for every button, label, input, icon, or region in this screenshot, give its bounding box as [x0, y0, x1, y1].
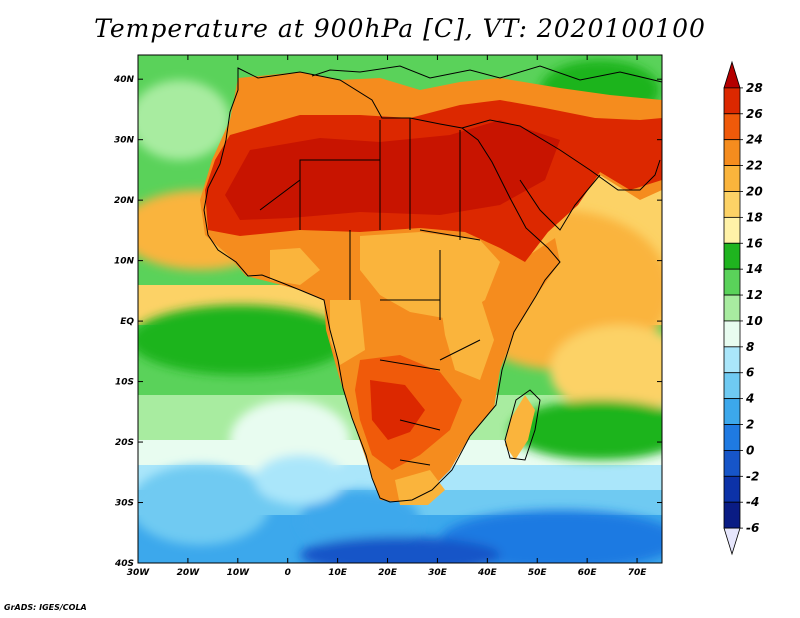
colorbar-segment — [723, 424, 741, 451]
colorbar-label: 0 — [746, 443, 754, 457]
colorbar-label: 14 — [746, 262, 763, 276]
colorbar-label: -4 — [746, 495, 759, 509]
lon-label: 70E — [628, 568, 648, 578]
colorbar-segment — [723, 450, 741, 477]
colorbar-segment — [723, 398, 741, 425]
colorbar-segment — [723, 216, 741, 244]
colorbar-label: 2 — [746, 418, 754, 432]
colorbar-segment — [723, 87, 741, 115]
colorbar-segment — [723, 294, 741, 322]
lon-label: 30W — [127, 568, 151, 578]
colorbar-segment — [723, 165, 741, 192]
lat-label: 20S — [115, 438, 134, 448]
colorbar-label: 22 — [746, 159, 763, 173]
colorbar-segment — [723, 139, 741, 166]
colorbar-segment — [723, 320, 741, 348]
colorbar-segment — [723, 475, 741, 503]
colorbar-label: -2 — [746, 469, 759, 483]
lat-label: 40S — [114, 559, 134, 569]
map-frame — [137, 54, 663, 564]
lon-label: 20E — [378, 568, 398, 578]
colorbar-label: -6 — [746, 521, 759, 535]
chart-title: Temperature at 900hPa [C], VT: 202010010… — [94, 14, 706, 43]
colorbar-label: 10 — [746, 314, 763, 328]
lat-label: EQ — [120, 317, 134, 327]
colorbar-label: 6 — [746, 366, 754, 380]
colorbar-segment — [723, 372, 741, 400]
colorbar-segment — [723, 268, 741, 296]
lon-label: 10W — [227, 568, 251, 578]
colorbar-segment — [723, 113, 741, 141]
lon-label: 60E — [578, 568, 598, 578]
colorbar-segment — [723, 501, 741, 529]
colorbar-label: 20 — [746, 184, 763, 198]
lat-label: 40N — [113, 75, 135, 85]
lon-label: 10E — [328, 568, 348, 578]
colorbar-label: 16 — [746, 236, 763, 250]
lat-label: 30N — [114, 136, 135, 146]
colorbar-label: 18 — [746, 210, 763, 224]
coastlines — [203, 65, 662, 503]
lon-label: 20W — [177, 568, 201, 578]
lat-label: 20N — [114, 196, 135, 206]
colorbar-label: 28 — [746, 81, 763, 95]
colorbar-label: 12 — [746, 288, 763, 302]
longitude-labels: 30W 20W 10W 0 10E 20E 30E 40E 50E 60E 70E — [127, 55, 647, 578]
lon-label: 0 — [285, 568, 291, 578]
colorbar-label: 26 — [746, 107, 763, 121]
temperature-field — [138, 55, 662, 563]
lat-label: 30S — [115, 499, 134, 509]
lon-label: 30E — [428, 568, 448, 578]
colorbar-segment — [723, 191, 741, 218]
lat-label: 10N — [114, 257, 135, 267]
latitude-labels: 40N 30N 20N 10N EQ 10S 20S 30S 40S — [113, 75, 662, 569]
colorbar-label: 8 — [746, 340, 754, 354]
colorbar-segment — [723, 346, 741, 374]
colorbar-bottom-arrow — [723, 527, 741, 556]
colorbar-label: 24 — [746, 133, 763, 147]
lat-label: 10S — [115, 378, 134, 388]
lon-label: 40E — [477, 568, 498, 578]
colorbar-top-arrow — [723, 60, 741, 89]
footer-credit: GrADS: IGES/COLA — [4, 603, 87, 612]
colorbar-label: 4 — [745, 392, 754, 406]
colorbar-segment — [723, 242, 741, 270]
lon-label: 50E — [528, 568, 548, 578]
